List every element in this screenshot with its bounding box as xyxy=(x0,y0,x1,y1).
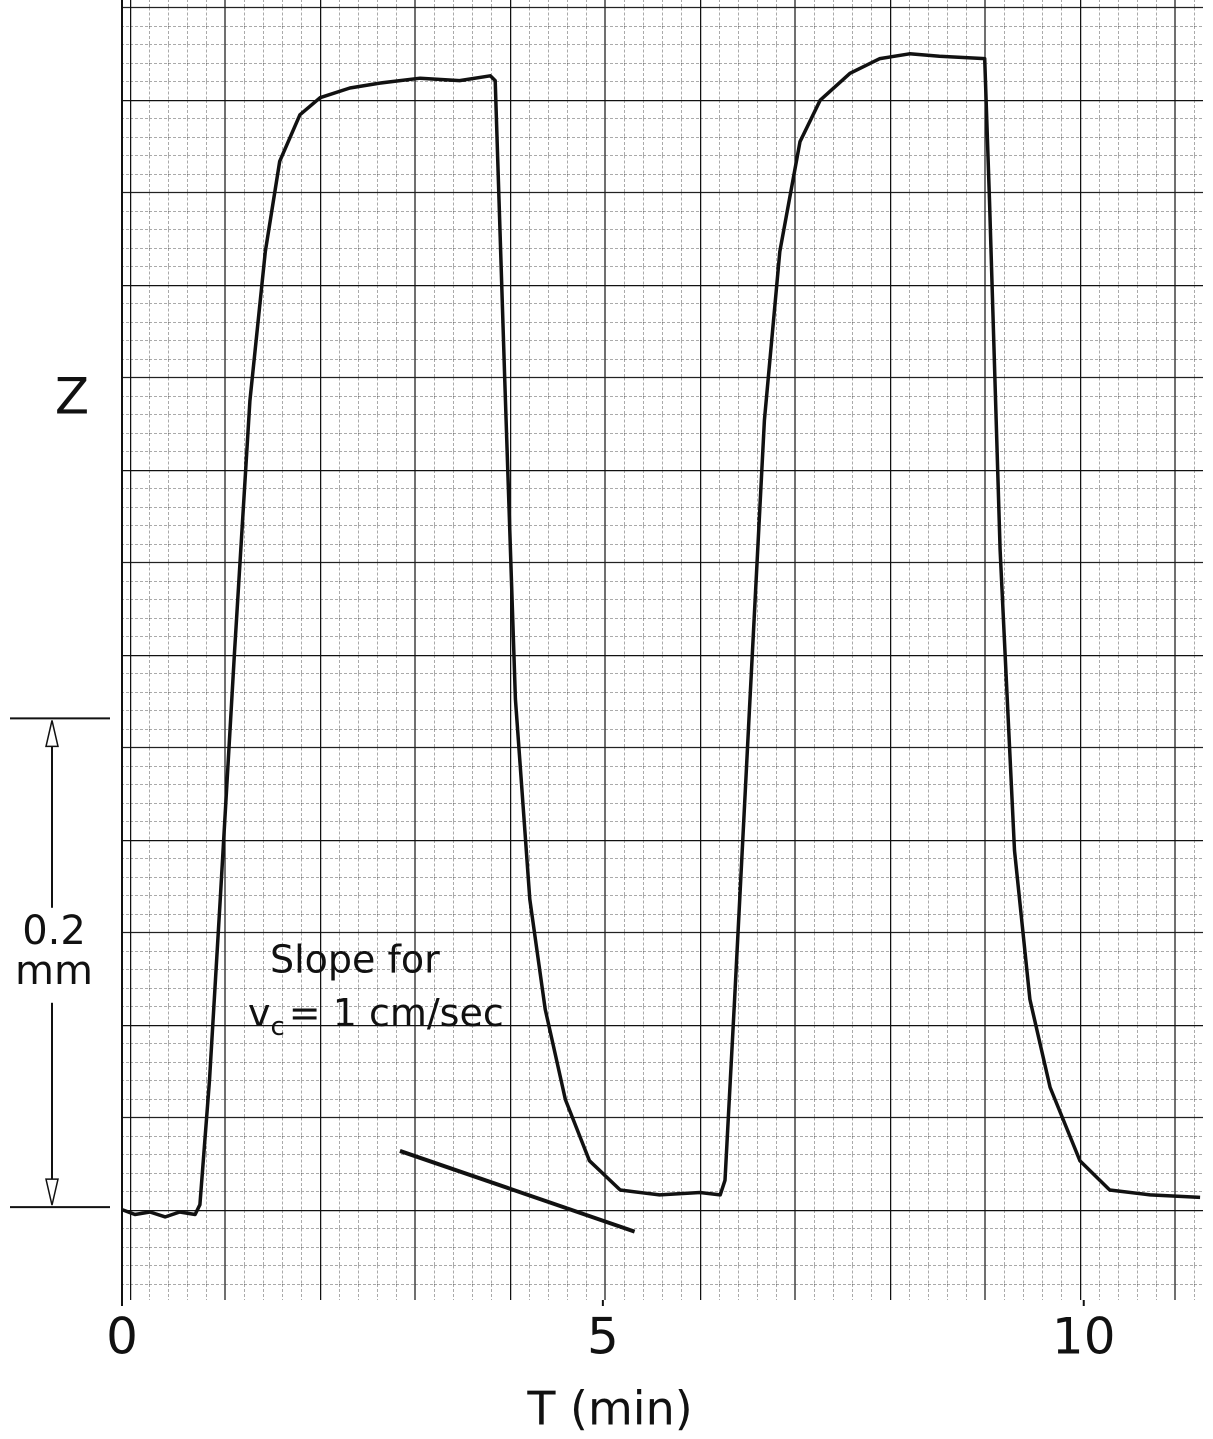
x-tick-label: 0 xyxy=(106,1308,138,1366)
annotation-subscript: c xyxy=(271,1012,285,1042)
x-tick-label: 10 xyxy=(1052,1308,1116,1366)
annotation: vc = 1 cm/sec xyxy=(248,991,504,1042)
chart-paper xyxy=(121,0,1203,1300)
x-axis-label: T (min) xyxy=(526,1382,692,1436)
annotation-text: = 1 cm/sec xyxy=(289,991,504,1035)
slope-line xyxy=(399,1149,636,1234)
y-axis-label: Z xyxy=(55,368,89,426)
scale-label-bg xyxy=(5,907,100,1003)
annotation-symbol: v xyxy=(248,991,271,1035)
annotation: Slope for xyxy=(270,938,440,982)
scale-bar-unit: mm xyxy=(15,948,93,994)
scale-bar-value: 0.2 xyxy=(22,908,86,954)
arrowhead xyxy=(45,1178,59,1206)
arrowhead xyxy=(45,720,59,748)
data-line xyxy=(121,52,1201,1219)
scale-bar: 0.2mm xyxy=(5,717,110,1209)
x-tick-label: 5 xyxy=(587,1308,619,1366)
